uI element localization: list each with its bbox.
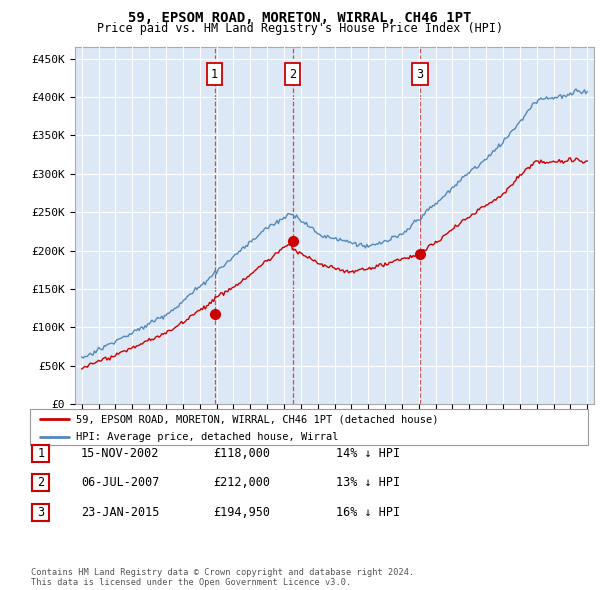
Text: 59, EPSOM ROAD, MORETON, WIRRAL, CH46 1PT (detached house): 59, EPSOM ROAD, MORETON, WIRRAL, CH46 1P… — [76, 414, 438, 424]
Text: HPI: Average price, detached house, Wirral: HPI: Average price, detached house, Wirr… — [76, 432, 338, 442]
Text: 1: 1 — [37, 447, 44, 460]
Text: Price paid vs. HM Land Registry's House Price Index (HPI): Price paid vs. HM Land Registry's House … — [97, 22, 503, 35]
Text: 23-JAN-2015: 23-JAN-2015 — [81, 506, 160, 519]
FancyBboxPatch shape — [32, 445, 49, 461]
FancyBboxPatch shape — [30, 409, 588, 445]
Text: 15-NOV-2002: 15-NOV-2002 — [81, 447, 160, 460]
FancyBboxPatch shape — [32, 504, 49, 520]
Text: 2: 2 — [289, 68, 296, 81]
Text: 3: 3 — [37, 506, 44, 519]
Text: 14% ↓ HPI: 14% ↓ HPI — [336, 447, 400, 460]
Text: 13% ↓ HPI: 13% ↓ HPI — [336, 476, 400, 489]
Text: 16% ↓ HPI: 16% ↓ HPI — [336, 506, 400, 519]
Text: 3: 3 — [416, 68, 424, 81]
Text: 59, EPSOM ROAD, MORETON, WIRRAL, CH46 1PT: 59, EPSOM ROAD, MORETON, WIRRAL, CH46 1P… — [128, 11, 472, 25]
Text: £194,950: £194,950 — [213, 506, 270, 519]
Text: £212,000: £212,000 — [213, 476, 270, 489]
Text: 2: 2 — [37, 476, 44, 489]
Text: Contains HM Land Registry data © Crown copyright and database right 2024.
This d: Contains HM Land Registry data © Crown c… — [31, 568, 415, 587]
Text: 1: 1 — [211, 68, 218, 81]
Text: 06-JUL-2007: 06-JUL-2007 — [81, 476, 160, 489]
Text: £118,000: £118,000 — [213, 447, 270, 460]
FancyBboxPatch shape — [32, 474, 49, 491]
